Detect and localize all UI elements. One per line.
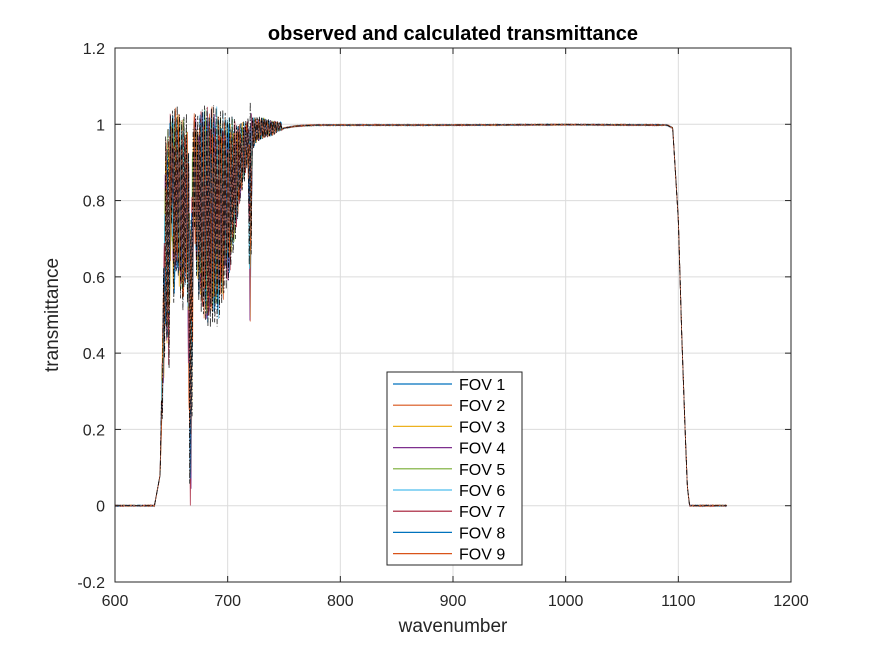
chart-title: observed and calculated transmittance	[268, 23, 638, 45]
legend-label-fov-7: FOV 7	[459, 504, 505, 521]
legend-label-fov-8: FOV 8	[459, 525, 505, 542]
legend-label-fov-9: FOV 9	[459, 547, 505, 564]
plot-area	[115, 102, 727, 508]
y-tick-label: -0.2	[77, 575, 105, 592]
legend-label-fov-4: FOV 4	[459, 441, 505, 458]
legend-label-fov-5: FOV 5	[459, 462, 505, 479]
y-tick-label: 0.4	[83, 346, 105, 363]
x-tick-label: 1000	[548, 593, 584, 610]
y-axis-label: transmittance	[42, 258, 63, 372]
x-tick-labels: 600 700 800 900 1000 1100 1200	[102, 593, 809, 610]
y-tick-label: 1.2	[83, 41, 105, 58]
y-tick-label: 0.8	[83, 194, 105, 211]
legend-label-fov-2: FOV 2	[459, 398, 505, 415]
x-tick-label: 700	[214, 593, 241, 610]
x-tick-label: 600	[102, 593, 129, 610]
series-line-fov-9	[115, 107, 727, 508]
y-tick-label: 0.2	[83, 422, 105, 439]
legend-label-fov-3: FOV 3	[459, 419, 505, 436]
legend: FOV 1 FOV 2 FOV 3 FOV 4 FOV 5 FOV 6 FOV 7 FOV 8…	[386, 371, 523, 566]
y-tick-label: 0.6	[83, 270, 105, 287]
legend-label-fov-1: FOV 1	[459, 377, 505, 394]
x-tick-label: 900	[440, 593, 467, 610]
x-tick-label: 800	[327, 593, 354, 610]
y-tick-label: 1	[96, 117, 105, 134]
y-tick-label: 0	[96, 499, 105, 516]
legend-label-fov-6: FOV 6	[459, 483, 505, 500]
y-tick-labels: -0.2 0 0.2 0.4 0.6 0.8 1 1.2	[77, 41, 105, 592]
x-tick-label: 1200	[773, 593, 809, 610]
tick-marks	[114, 47, 792, 583]
x-tick-label: 1100	[661, 593, 696, 610]
x-axis-label: wavenumber	[398, 616, 508, 637]
